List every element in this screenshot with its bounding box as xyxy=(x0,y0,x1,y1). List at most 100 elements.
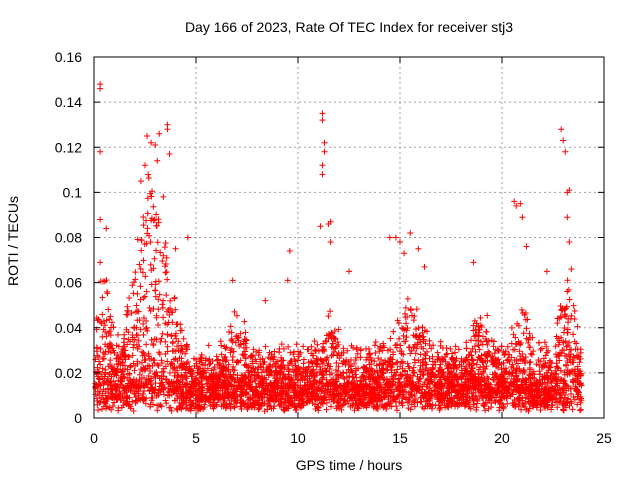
data-point xyxy=(566,346,573,353)
data-point xyxy=(130,279,137,286)
data-point xyxy=(255,364,262,371)
data-point xyxy=(562,338,569,345)
data-point xyxy=(341,375,348,382)
data-point xyxy=(166,311,173,318)
data-point xyxy=(322,337,329,344)
data-point xyxy=(242,373,249,380)
data-point xyxy=(215,356,222,363)
data-point xyxy=(205,342,212,349)
data-point xyxy=(328,403,335,410)
data-point xyxy=(321,148,328,155)
data-point xyxy=(153,314,160,321)
data-point xyxy=(356,384,363,391)
data-point xyxy=(98,394,105,401)
data-point xyxy=(97,259,104,266)
data-point xyxy=(577,399,584,406)
data-point xyxy=(577,393,584,400)
data-point xyxy=(481,379,488,386)
data-point xyxy=(335,387,342,394)
data-point xyxy=(519,351,526,358)
data-point xyxy=(395,320,402,327)
data-point xyxy=(472,332,479,339)
data-point xyxy=(515,322,522,329)
data-point xyxy=(278,341,285,348)
data-point xyxy=(466,395,473,402)
data-point xyxy=(548,394,555,401)
data-point xyxy=(184,405,191,412)
data-point xyxy=(328,370,335,377)
data-point xyxy=(555,351,562,358)
data-point xyxy=(409,379,416,386)
data-point xyxy=(138,348,145,355)
data-point xyxy=(466,375,473,382)
data-point xyxy=(327,332,334,339)
data-point xyxy=(163,376,170,383)
data-point xyxy=(565,286,572,293)
data-point xyxy=(129,352,136,359)
data-point xyxy=(212,388,219,395)
data-point xyxy=(413,345,420,352)
data-point xyxy=(460,393,467,400)
chart-title: Day 166 of 2023, Rate Of TEC Index for r… xyxy=(185,19,513,35)
data-point xyxy=(178,342,185,349)
data-point xyxy=(510,331,517,338)
data-point xyxy=(193,391,200,398)
data-point xyxy=(235,337,242,344)
data-point xyxy=(140,222,147,229)
data-point xyxy=(143,341,150,348)
data-point xyxy=(154,157,161,164)
data-point xyxy=(454,380,461,387)
data-point xyxy=(214,377,221,384)
data-point xyxy=(371,378,378,385)
data-point xyxy=(121,353,128,360)
data-point xyxy=(97,85,104,92)
data-point xyxy=(518,306,525,313)
data-point xyxy=(357,377,364,384)
data-point xyxy=(100,355,107,362)
data-point xyxy=(564,342,571,349)
data-point xyxy=(398,348,405,355)
data-point xyxy=(313,372,320,379)
data-point xyxy=(458,385,465,392)
data-point xyxy=(244,394,251,401)
data-point xyxy=(271,348,278,355)
data-point xyxy=(526,405,533,412)
data-point xyxy=(150,203,157,210)
data-point xyxy=(382,381,389,388)
data-point xyxy=(159,379,166,386)
data-point xyxy=(111,365,118,372)
data-point xyxy=(536,392,543,399)
data-point xyxy=(100,326,107,333)
data-point xyxy=(451,363,458,370)
data-point xyxy=(499,393,506,400)
data-point xyxy=(367,354,374,361)
data-point xyxy=(228,335,235,342)
data-point xyxy=(155,296,162,303)
data-point xyxy=(225,328,232,335)
data-point xyxy=(464,386,471,393)
data-point xyxy=(483,337,490,344)
data-point xyxy=(103,395,110,402)
data-point xyxy=(504,400,511,407)
data-point xyxy=(400,351,407,358)
data-point xyxy=(495,347,502,354)
data-point xyxy=(451,365,458,372)
data-point xyxy=(140,331,147,338)
data-point xyxy=(567,390,574,397)
data-point xyxy=(164,126,171,133)
data-point xyxy=(327,218,334,225)
data-point xyxy=(469,380,476,387)
data-point xyxy=(138,359,145,366)
data-point xyxy=(134,308,141,315)
data-point xyxy=(158,335,165,342)
data-point xyxy=(126,377,133,384)
data-point xyxy=(300,398,307,405)
data-point xyxy=(97,148,104,155)
data-point xyxy=(177,321,184,328)
data-point xyxy=(164,276,171,283)
data-point xyxy=(387,346,394,353)
data-point xyxy=(526,330,533,337)
data-point xyxy=(537,407,544,414)
data-point xyxy=(577,349,584,356)
data-point xyxy=(151,255,158,262)
